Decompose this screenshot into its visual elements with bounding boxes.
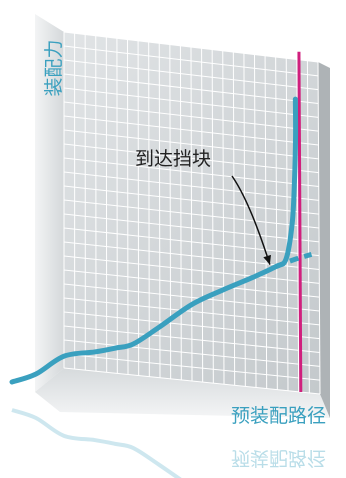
floor xyxy=(35,368,330,418)
series-reflection xyxy=(11,408,182,478)
annotation-arrow xyxy=(231,175,271,265)
grid-line-horizontal xyxy=(63,87,319,118)
grid-line-vertical xyxy=(285,58,289,391)
y-axis-label: 装配力 xyxy=(43,39,65,96)
limit-line xyxy=(297,51,303,393)
grid xyxy=(63,31,321,395)
x-axis-label: 预装配路径 xyxy=(231,405,326,427)
reflection xyxy=(11,408,182,478)
marks xyxy=(63,99,296,357)
annotation-arrowhead xyxy=(263,254,271,265)
left-wall xyxy=(35,14,64,392)
x-axis-label-reflection: 预装配路径 xyxy=(231,447,326,469)
grid-line-vertical xyxy=(306,60,310,393)
right-edge xyxy=(318,62,330,418)
grid-line-vertical xyxy=(317,61,321,395)
grid-line-horizontal xyxy=(63,59,319,91)
grid-line-horizontal xyxy=(63,45,319,77)
grid-line-horizontal xyxy=(63,31,319,63)
grid-line-horizontal xyxy=(63,73,319,104)
series-solid xyxy=(9,96,299,385)
annotation-text: 到达挡块 xyxy=(135,148,211,170)
